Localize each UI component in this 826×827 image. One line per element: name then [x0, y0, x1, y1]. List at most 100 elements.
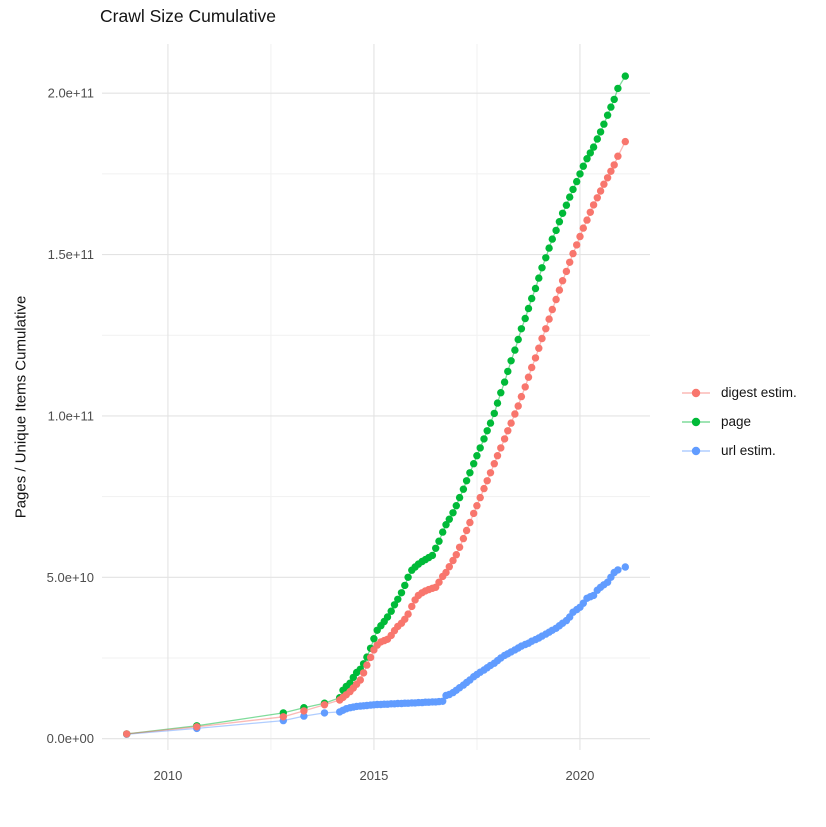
data-point [614, 566, 622, 574]
data-point [555, 218, 564, 226]
data-point [593, 135, 601, 143]
data-point [621, 137, 629, 146]
data-point [455, 543, 464, 551]
legend-label: page [721, 414, 752, 429]
chart-title: Crawl Size Cumulative [100, 6, 277, 26]
legend-item-page: page [681, 407, 797, 436]
data-point [452, 502, 460, 510]
data-point [493, 452, 502, 460]
data-point [531, 284, 540, 293]
data-point [545, 315, 553, 323]
y-tick-label: 2.0e+11 [48, 86, 94, 101]
data-point [493, 399, 502, 407]
y-axis-tick-labels: 0.0e+00 5.0e+10 1.0e+11 1.5e+11 2.0e+11 [47, 86, 94, 746]
data-point [576, 232, 584, 241]
data-point [401, 581, 409, 590]
data-point [610, 95, 618, 104]
data-point [614, 152, 622, 160]
data-point [439, 528, 447, 536]
data-point [383, 613, 392, 621]
data-point [569, 185, 577, 194]
data-point [603, 111, 612, 119]
data-point [600, 120, 608, 128]
y-tick-label: 5.0e+10 [47, 570, 94, 585]
data-point [320, 701, 329, 709]
data-point [480, 435, 488, 443]
data-point [473, 502, 481, 510]
data-point [408, 602, 416, 611]
data-point [500, 378, 509, 386]
major-gridlines [102, 44, 650, 750]
data-point [452, 551, 460, 559]
data-point [524, 373, 533, 381]
legend-label: url estim. [721, 443, 776, 458]
data-point [449, 556, 457, 565]
legend-key-icon [682, 417, 710, 426]
data-point [504, 367, 512, 376]
data-point [466, 518, 474, 527]
legend-dot [691, 417, 701, 426]
data-point [490, 460, 498, 468]
data-point [442, 521, 450, 529]
x-tick-label: 2015 [359, 768, 388, 783]
data-point [600, 180, 608, 188]
data-point [390, 601, 399, 609]
data-point [562, 201, 571, 209]
data-series [123, 72, 629, 738]
data-point [552, 226, 560, 235]
data-point [535, 344, 543, 352]
data-point [483, 477, 491, 485]
data-point [279, 713, 287, 721]
data-point [531, 354, 540, 362]
data-point [528, 363, 536, 372]
data-point [511, 346, 519, 354]
data-point [566, 193, 574, 201]
series-line [126, 141, 626, 735]
data-point [614, 84, 622, 93]
x-tick-label: 2020 [565, 768, 594, 783]
data-point [521, 383, 529, 391]
legend-dot [691, 388, 701, 397]
data-point [548, 305, 556, 314]
data-point [483, 427, 491, 435]
data-point [404, 573, 412, 581]
data-point [507, 357, 515, 365]
legend-key-icon [682, 388, 710, 397]
data-point [586, 208, 594, 216]
data-point [586, 149, 594, 157]
legend-key-icon [682, 446, 710, 455]
legend: digest estim. page url estim. [681, 378, 797, 465]
data-point [583, 155, 591, 163]
data-point [514, 402, 522, 410]
data-point [621, 563, 629, 571]
data-point [300, 707, 308, 715]
data-point [573, 241, 581, 249]
data-point [610, 161, 618, 169]
data-point [359, 669, 368, 677]
data-point [490, 409, 498, 418]
data-point [607, 167, 615, 175]
data-point [542, 325, 550, 333]
data-point [555, 286, 564, 294]
data-point [593, 194, 601, 202]
data-point [579, 162, 587, 170]
data-point [397, 589, 406, 597]
data-point [538, 334, 546, 343]
y-tick-label: 1.0e+11 [48, 408, 94, 423]
data-point [497, 444, 505, 452]
series-page [123, 72, 629, 738]
data-point [363, 661, 371, 669]
data-point [394, 595, 402, 603]
data-point [596, 128, 605, 136]
data-point [445, 563, 453, 571]
data-point [449, 509, 457, 517]
data-point [370, 635, 378, 643]
data-point [470, 460, 478, 468]
data-point [442, 568, 450, 577]
data-point [435, 578, 443, 586]
data-point [542, 254, 550, 262]
series-digest-estim [123, 137, 629, 738]
data-point [435, 537, 443, 545]
data-point [589, 143, 598, 151]
